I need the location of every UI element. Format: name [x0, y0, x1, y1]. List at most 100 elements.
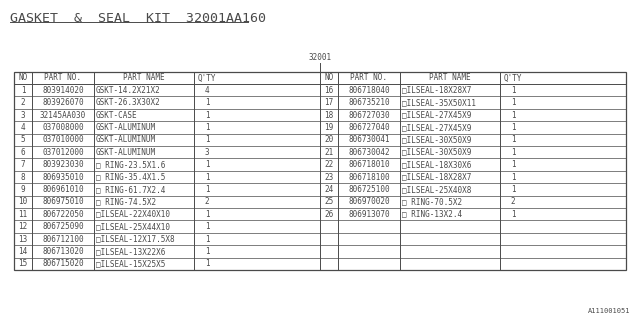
- Text: 1: 1: [205, 247, 209, 256]
- Text: 806735210: 806735210: [348, 98, 390, 107]
- Text: □ RING-74.5X2: □ RING-74.5X2: [96, 197, 156, 206]
- Text: 20: 20: [324, 135, 333, 144]
- Text: 806713020: 806713020: [42, 247, 84, 256]
- Text: 1: 1: [511, 86, 515, 95]
- Text: PART NAME: PART NAME: [123, 74, 165, 83]
- Text: 806722050: 806722050: [42, 210, 84, 219]
- Text: □ILSEAL-22X40X10: □ILSEAL-22X40X10: [96, 210, 170, 219]
- Text: 806913070: 806913070: [348, 210, 390, 219]
- Text: 806718040: 806718040: [348, 86, 390, 95]
- Text: 21: 21: [324, 148, 333, 157]
- Text: 1: 1: [205, 235, 209, 244]
- Text: 1: 1: [205, 185, 209, 194]
- Text: □ILSEAL-25X44X10: □ILSEAL-25X44X10: [96, 222, 170, 231]
- Text: GSKT-26.3X30X2: GSKT-26.3X30X2: [96, 98, 161, 107]
- Text: 9: 9: [20, 185, 26, 194]
- Text: 1: 1: [205, 98, 209, 107]
- Text: 803914020: 803914020: [42, 86, 84, 95]
- Text: 1: 1: [205, 210, 209, 219]
- Text: 4: 4: [20, 123, 26, 132]
- Text: NO: NO: [19, 74, 28, 83]
- Text: □ILSEAL-15X25X5: □ILSEAL-15X25X5: [96, 259, 165, 268]
- Text: PART NO.: PART NO.: [351, 74, 387, 83]
- Text: 22: 22: [324, 160, 333, 169]
- Text: 26: 26: [324, 210, 333, 219]
- Text: □ILSEAL-30X50X9: □ILSEAL-30X50X9: [402, 135, 472, 144]
- Text: GSKT-14.2X21X2: GSKT-14.2X21X2: [96, 86, 161, 95]
- Text: 7: 7: [20, 160, 26, 169]
- Text: Q'TY: Q'TY: [504, 74, 522, 83]
- Text: 10: 10: [19, 197, 28, 206]
- Text: 1: 1: [511, 123, 515, 132]
- Text: □ RING-61.7X2.4: □ RING-61.7X2.4: [96, 185, 165, 194]
- Text: A111001051: A111001051: [588, 308, 630, 314]
- Text: 806730041: 806730041: [348, 135, 390, 144]
- Text: □ILSEAL-13X22X6: □ILSEAL-13X22X6: [96, 247, 165, 256]
- Text: 1: 1: [20, 86, 26, 95]
- Text: 037010000: 037010000: [42, 135, 84, 144]
- Text: 806961010: 806961010: [42, 185, 84, 194]
- Text: GSKT-ALUMINUM: GSKT-ALUMINUM: [96, 123, 156, 132]
- Text: 12: 12: [19, 222, 28, 231]
- Text: 3: 3: [205, 148, 209, 157]
- Text: □ILSEAL-27X45X9: □ILSEAL-27X45X9: [402, 123, 472, 132]
- Text: 1: 1: [511, 110, 515, 119]
- Text: □ RING-70.5X2: □ RING-70.5X2: [402, 197, 462, 206]
- Text: 806715020: 806715020: [42, 259, 84, 268]
- Text: 806718100: 806718100: [348, 172, 390, 181]
- Text: 2: 2: [205, 197, 209, 206]
- Text: GSKT-ALUMINUM: GSKT-ALUMINUM: [96, 135, 156, 144]
- Text: 806712100: 806712100: [42, 235, 84, 244]
- Text: 2: 2: [20, 98, 26, 107]
- Text: 1: 1: [205, 259, 209, 268]
- Text: 1: 1: [511, 210, 515, 219]
- Text: 24: 24: [324, 185, 333, 194]
- Text: □ RING-35.4X1.5: □ RING-35.4X1.5: [96, 172, 165, 181]
- Text: 13: 13: [19, 235, 28, 244]
- Text: □ILSEAL-35X50X11: □ILSEAL-35X50X11: [402, 98, 476, 107]
- Text: 1: 1: [511, 172, 515, 181]
- Text: 15: 15: [19, 259, 28, 268]
- Text: 803926070: 803926070: [42, 98, 84, 107]
- Text: 037008000: 037008000: [42, 123, 84, 132]
- Text: GSKT-ALUMINUM: GSKT-ALUMINUM: [96, 148, 156, 157]
- Text: 806727030: 806727030: [348, 110, 390, 119]
- Text: 806718010: 806718010: [348, 160, 390, 169]
- Text: □ILSEAL-18X28X7: □ILSEAL-18X28X7: [402, 86, 472, 95]
- Text: 806727040: 806727040: [348, 123, 390, 132]
- Text: 1: 1: [205, 123, 209, 132]
- Text: 19: 19: [324, 123, 333, 132]
- Text: GSKT-CASE: GSKT-CASE: [96, 110, 138, 119]
- Text: 806730042: 806730042: [348, 148, 390, 157]
- Text: 803923030: 803923030: [42, 160, 84, 169]
- Text: □ILSEAL-12X17.5X8: □ILSEAL-12X17.5X8: [96, 235, 175, 244]
- Text: 806725100: 806725100: [348, 185, 390, 194]
- Text: 17: 17: [324, 98, 333, 107]
- Text: 1: 1: [205, 135, 209, 144]
- Text: 5: 5: [20, 135, 26, 144]
- Text: 1: 1: [205, 172, 209, 181]
- Text: 8: 8: [20, 172, 26, 181]
- Text: 1: 1: [511, 148, 515, 157]
- Text: 1: 1: [205, 160, 209, 169]
- Text: □ILSEAL-18X30X6: □ILSEAL-18X30X6: [402, 160, 472, 169]
- Text: 1: 1: [205, 110, 209, 119]
- Text: NO: NO: [324, 74, 333, 83]
- Text: 16: 16: [324, 86, 333, 95]
- Text: 6: 6: [20, 148, 26, 157]
- Text: 1: 1: [511, 135, 515, 144]
- Text: 4: 4: [205, 86, 209, 95]
- Text: 11: 11: [19, 210, 28, 219]
- Text: □ RING-13X2.4: □ RING-13X2.4: [402, 210, 462, 219]
- Text: 18: 18: [324, 110, 333, 119]
- Text: □ILSEAL-27X45X9: □ILSEAL-27X45X9: [402, 110, 472, 119]
- Text: PART NAME: PART NAME: [429, 74, 471, 83]
- Text: GASKET  &  SEAL  KIT  32001AA160: GASKET & SEAL KIT 32001AA160: [10, 12, 266, 25]
- Text: 2: 2: [511, 197, 515, 206]
- Text: □ILSEAL-30X50X9: □ILSEAL-30X50X9: [402, 148, 472, 157]
- Text: 1: 1: [511, 160, 515, 169]
- Text: 806970020: 806970020: [348, 197, 390, 206]
- Text: □ RING-23.5X1.6: □ RING-23.5X1.6: [96, 160, 165, 169]
- Text: 1: 1: [205, 222, 209, 231]
- Text: 25: 25: [324, 197, 333, 206]
